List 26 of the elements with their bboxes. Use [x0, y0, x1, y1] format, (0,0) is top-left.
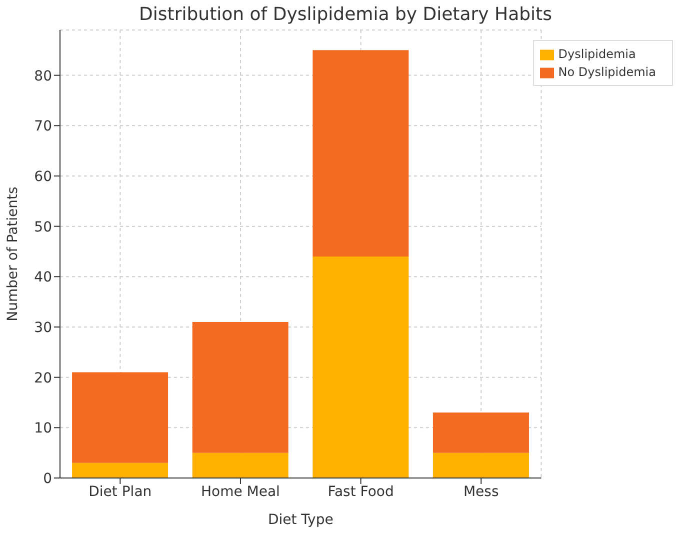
y-tick-label: 40: [34, 270, 52, 286]
bar: [192, 452, 288, 478]
legend-label: Dyslipidemia: [558, 47, 636, 61]
bar: [72, 462, 168, 478]
chart-title: Distribution of Dyslipidemia by Dietary Habits: [138, 4, 553, 25]
bar: [432, 452, 529, 478]
x-axis-title: Diet Type: [268, 512, 334, 528]
y-axis-title: Number of Patients: [4, 186, 21, 322]
y-tick-label: 80: [34, 68, 52, 84]
y-tick-label: 0: [43, 470, 52, 487]
bar: [72, 372, 168, 463]
bar: [432, 412, 529, 453]
y-tick-label: 70: [34, 118, 52, 135]
bar: [312, 256, 409, 478]
bar: [192, 322, 288, 453]
y-tick-label: 30: [34, 320, 52, 336]
y-tick-label: 60: [34, 168, 52, 185]
y-tick-label: 20: [34, 370, 52, 386]
y-tick-label: 50: [34, 219, 52, 236]
x-tick-label: Diet Plan: [88, 484, 152, 500]
bar: [312, 50, 409, 257]
x-tick-label: Fast Food: [328, 484, 394, 500]
x-tick-label: Mess: [463, 484, 499, 500]
y-tick-label: 10: [34, 420, 52, 437]
x-tick-label: Home Meal: [200, 484, 280, 500]
legend-label: No Dyslipidemia: [558, 65, 656, 79]
